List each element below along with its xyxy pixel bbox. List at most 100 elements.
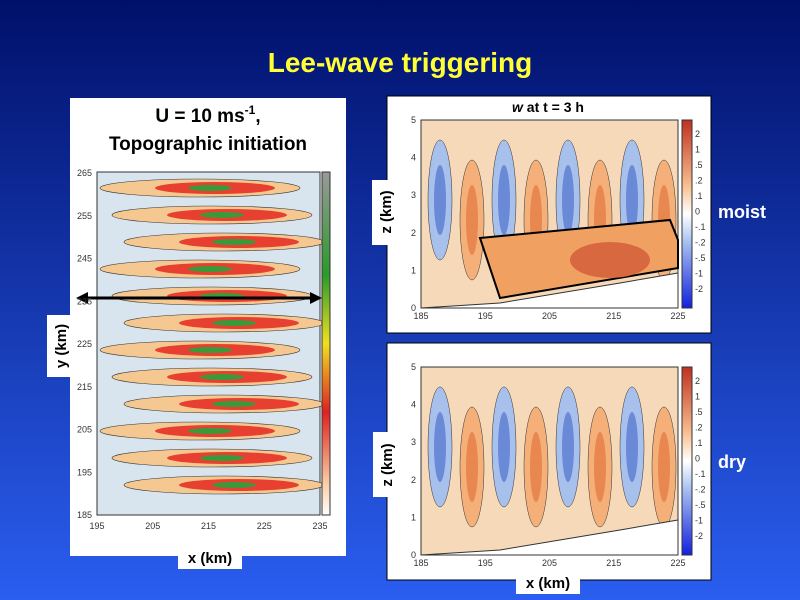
y-tick-label: 1 (411, 512, 416, 522)
colorbar-tick-label: 1 (695, 145, 700, 155)
left-colorbar (321, 171, 331, 516)
contour-inner (562, 165, 574, 235)
label-box (373, 432, 400, 497)
x-tick-label: 185 (413, 558, 428, 568)
label-box (178, 545, 242, 569)
colorbar (681, 119, 693, 309)
contour-inner (562, 412, 574, 482)
contour-inner (498, 165, 510, 235)
colorbar-tick-label: .1 (695, 191, 703, 201)
streak-center (188, 347, 232, 353)
y-tick-label: 235 (77, 296, 92, 306)
contour-inner (530, 432, 542, 502)
label-box (516, 570, 580, 594)
streaks (99, 178, 325, 495)
cloud-core (570, 242, 650, 278)
colorbar-tick-label: 1 (695, 392, 700, 402)
contour-inner (626, 165, 638, 235)
y-tick-label: 3 (411, 190, 416, 200)
contour-inner (658, 432, 670, 502)
left-title-a: U = 10 ms (155, 106, 244, 127)
y-label: z (km) (379, 443, 396, 486)
left-title-sup: -1 (245, 103, 256, 117)
colorbar-tick-label: -.1 (695, 469, 706, 479)
x-tick-label: 195 (478, 311, 493, 321)
y-label: z (km) (378, 190, 395, 233)
streak-center (212, 239, 256, 245)
colorbar-tick-label: -.5 (695, 253, 706, 263)
colorbar (681, 366, 693, 556)
x-tick-label: 205 (542, 311, 557, 321)
dry-label: dry (718, 452, 746, 472)
streak-center (188, 185, 232, 191)
x-tick-label: 205 (542, 558, 557, 568)
colorbar-tick-label: .1 (695, 438, 703, 448)
x-tick-label: 235 (312, 521, 327, 531)
top-title-rest: at t = 3 h (523, 99, 584, 115)
colorbar-tick-label: -1 (695, 269, 703, 279)
y-tick-label: 215 (77, 382, 92, 392)
colorbar-tick-label: 2 (695, 129, 700, 139)
x-tick-label: 205 (145, 521, 160, 531)
slide-title: Lee-wave triggering (268, 47, 533, 78)
contour-inner (434, 412, 446, 482)
y-tick-label: 205 (77, 425, 92, 435)
colorbar-tick-label: .5 (695, 160, 703, 170)
left-subtitle: Topographic initiation (109, 134, 307, 155)
colorbar-tick-label: .2 (695, 423, 703, 433)
x-label: x (km) (526, 575, 570, 592)
label-box (372, 180, 399, 245)
moist-label: moist (718, 202, 766, 222)
colorbar-tick-label: -.2 (695, 485, 706, 495)
x-tick-label: 185 (413, 311, 428, 321)
y-tick-label: 245 (77, 254, 92, 264)
x-tick-label: 215 (606, 558, 621, 568)
arrow-head (76, 292, 88, 304)
colorbar-tick-label: -.5 (695, 500, 706, 510)
colorbar-tick-label: 0 (695, 454, 700, 464)
colorbar-tick-label: -.1 (695, 222, 706, 232)
top-title-w: w (512, 99, 524, 115)
left-title-comma: , (255, 106, 260, 127)
y-tick-label: 0 (411, 303, 416, 313)
y-tick-label: 225 (77, 339, 92, 349)
y-tick-label: 255 (77, 211, 92, 221)
y-tick-label: 4 (411, 400, 416, 410)
contour-inner (466, 432, 478, 502)
contour-inner (434, 165, 446, 235)
colorbar-tick-label: 2 (695, 376, 700, 386)
y-tick-label: 0 (411, 550, 416, 560)
streak-center (200, 212, 244, 218)
label-box (47, 315, 73, 377)
y-tick-label: 4 (411, 153, 416, 163)
x-tick-label: 225 (670, 311, 685, 321)
top-title: w at t = 3 h (512, 99, 584, 115)
x-tick-label: 215 (606, 311, 621, 321)
x-label: x (km) (188, 550, 232, 567)
streak-center (188, 428, 232, 434)
contour-inner (498, 412, 510, 482)
x-tick-label: 215 (201, 521, 216, 531)
terrain (420, 272, 679, 309)
streak-center (212, 320, 256, 326)
colorbar-tick-label: -1 (695, 516, 703, 526)
y-tick-label: 2 (411, 475, 416, 485)
terrain (420, 519, 679, 556)
colorbar-tick-label: .5 (695, 407, 703, 417)
x-tick-label: 195 (478, 558, 493, 568)
contour-inner (626, 412, 638, 482)
x-tick-label: 225 (670, 558, 685, 568)
streak-center (200, 455, 244, 461)
y-tick-label: 265 (77, 168, 92, 178)
colorbar-tick-label: -2 (695, 531, 703, 541)
x-tick-label: 195 (89, 521, 104, 531)
colorbar-tick-label: -2 (695, 284, 703, 294)
y-tick-label: 2 (411, 228, 416, 238)
streak-center (200, 374, 244, 380)
streak-center (188, 266, 232, 272)
left-title: U = 10 ms-1, (155, 103, 260, 127)
